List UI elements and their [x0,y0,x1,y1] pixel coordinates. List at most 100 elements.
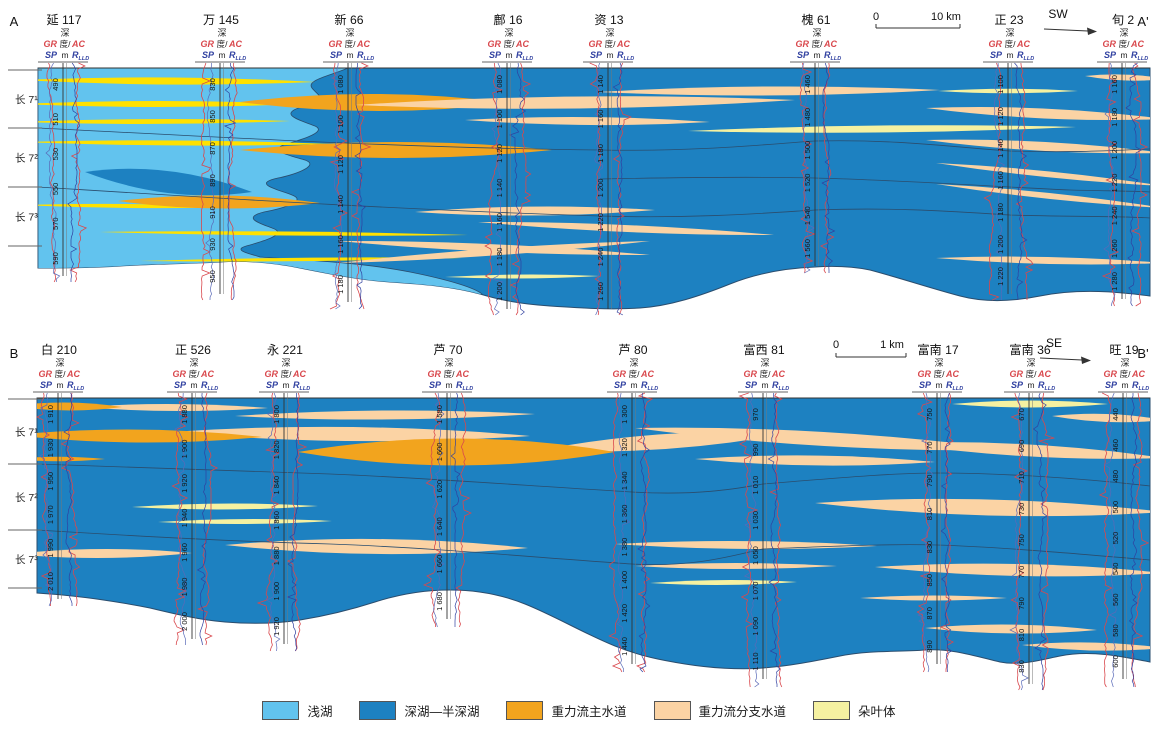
depth-label: 810 [1017,629,1026,642]
well-name: 芦 80 [618,343,647,357]
sp-curve [45,62,61,283]
facies-dist-11 [895,442,1150,459]
sp-curve [743,392,760,688]
depth-header-char: 深 [629,358,638,368]
depth-label: 1 820 [272,440,281,459]
sp-header: SP [330,50,343,60]
rlld-curve [286,392,299,652]
correlation-line-2 [599,176,1150,193]
facies-dist-5 [235,410,535,420]
depth-header-char2: 度/ [629,369,641,379]
depth-header-char: 深 [605,28,614,38]
rlld-curve [1125,62,1143,307]
depth-header-char2: 度/ [605,39,617,49]
depth-label: 1 140 [596,75,605,94]
depth-label: 850 [925,574,934,587]
depth-unit: m [813,50,820,60]
rlld-curve [940,392,953,673]
depth-label: 930 [208,238,217,251]
depth-label: 1 400 [620,571,629,590]
depth-label: 910 [208,206,217,219]
depth-label: 1 180 [495,248,504,267]
rlld-header-sub: LLD [364,56,375,62]
gr-header: GR [1010,369,1024,379]
sp-header: SP [590,50,603,60]
depth-label: 1 980 [180,578,189,597]
legend-swatch [813,701,851,720]
sp-curve [802,62,816,274]
legend-swatch [653,701,691,720]
depth-label: 1 220 [596,213,605,232]
direction-arrow-shaft [1043,28,1089,32]
gr-curve [329,62,349,310]
sp-curve [1009,392,1029,691]
gr-header: GR [428,369,442,379]
depth-label: 460 [1111,439,1120,452]
depth-unit: m [346,50,353,60]
ac-header: AC [1016,39,1030,49]
ac-header: AC [71,39,85,49]
rlld-curve [1014,62,1028,300]
zone-label: 长 7² [15,153,38,165]
rlld-curve [450,392,461,627]
depth-label: 1 110 [751,652,760,670]
rlld-curve [612,62,624,316]
sp-curve [265,392,281,652]
rlld-header-sub: LLD [779,386,790,392]
gr-curve [1010,392,1029,691]
gr-curve [423,392,442,628]
depth-label: 1 500 [803,141,812,160]
depth-label: 810 [925,508,934,521]
ac-curve [455,392,472,628]
depth-header-char: 深 [281,358,290,368]
legend: 浅湖 深湖—半深湖 重力流主水道 重力流分支水道 朵叶体 [0,701,1158,720]
ac-curve [1131,62,1149,307]
gr-curve [1098,392,1113,688]
facies-dist-20 [815,498,1150,517]
depth-label: 1 120 [336,155,345,174]
depth-label: 1 990 [46,539,55,558]
gr-header: GR [1103,39,1117,49]
legend-swatch [262,701,300,720]
legend-label: 朵叶体 [858,705,896,719]
direction-arrow-head [1087,27,1097,35]
depth-label: 1 930 [46,439,55,458]
depth-header-char2: 度/ [217,39,229,49]
depth-label: 1 940 [180,509,189,528]
depth-label: 1 360 [620,505,629,524]
facies-dist-23 [478,221,774,236]
depth-label: 1 180 [1110,108,1119,127]
well-name: 正 23 [994,13,1023,27]
depth-label: 990 [751,444,760,457]
depth-label: 1 010 [751,476,760,495]
gr-header: GR [989,39,1003,49]
depth-label: 850 [208,110,217,123]
sp-curve [330,62,342,310]
well-name: 芦 70 [433,343,462,357]
gr-header: GR [329,39,343,49]
well-A-7: 1 160 1 180 1 200 1 220 1 240 1 260 1 280 旬 2深G… [1097,13,1149,307]
gr-curve [171,392,189,646]
rlld-curve [1128,393,1138,688]
well-B-2: 1 800 1 820 1 840 1 860 1 880 1 900 1 920 永 221… [256,343,310,652]
well-name: 富南 17 [917,342,959,357]
rlld-curve [63,392,73,606]
well-name: 旬 2 [1112,13,1135,27]
rlld-header-sub: LLD [831,56,842,62]
sp-header: SP [202,50,215,60]
ac-header: AC [515,39,529,49]
depth-label: 1 910 [46,405,55,424]
well-B-5: 970 990 1 010 1 030 1 050 1 070 1 090 1 110 富西 8… [738,342,790,688]
depth-label: 1 160 [336,235,345,254]
legend-label: 深湖—半深湖 [404,705,480,719]
well-name: 旺 19 [1109,343,1138,357]
depth-label: 1 560 [803,239,812,258]
legend-item: 深湖—半深湖 [359,701,479,720]
ac-curve [509,62,532,316]
well-name: 正 526 [175,343,211,357]
depth-label: 1 420 [620,604,629,623]
gr-header: GR [488,39,502,49]
depth-label: 1 860 [272,511,281,530]
direction-label: SW [1048,7,1068,21]
